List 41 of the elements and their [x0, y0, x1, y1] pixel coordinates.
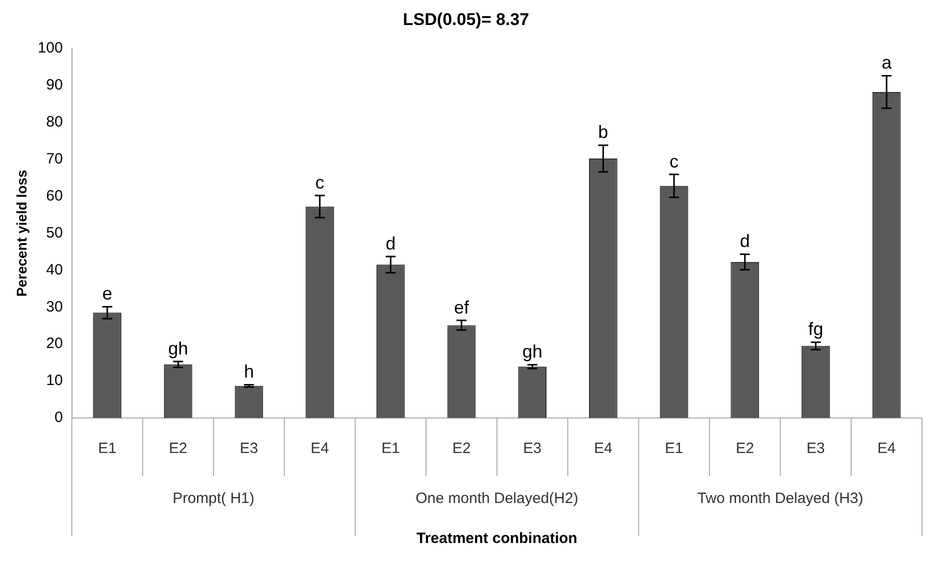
data-label: gh: [522, 342, 542, 362]
y-tick-label: 10: [46, 372, 63, 390]
data-label: c: [670, 151, 679, 172]
x-tick-label: E2: [168, 440, 188, 458]
data-label: e: [102, 284, 112, 304]
y-tick-label: 20: [46, 335, 63, 352]
x-axis-title: Treatment conbination: [416, 530, 578, 548]
chart-title: LSD(0.05)= 8.37: [402, 10, 530, 29]
data-label: fg: [808, 319, 824, 340]
y-axis-title: Perecent yield loss: [13, 170, 30, 297]
x-tick-label: E2: [736, 440, 754, 458]
text: One month Delayed(H2): [416, 490, 578, 508]
data-label: c: [315, 172, 324, 192]
data-label: b: [598, 122, 608, 142]
y-tick-label: 60: [46, 187, 63, 204]
x-tick-label: E1: [381, 440, 400, 458]
x-tick-label: E3: [523, 440, 542, 458]
data-label: a: [882, 52, 893, 73]
y-tick-label: 80: [46, 113, 63, 130]
data-label: d: [386, 233, 396, 254]
x-tick-label: E2: [452, 440, 471, 458]
x-tick-label: E1: [664, 440, 684, 458]
x-tick-label: E3: [240, 440, 258, 458]
x-tick-label: E1: [98, 440, 116, 458]
data-label: gh: [168, 338, 188, 358]
data-label: d: [740, 231, 750, 252]
data-label: ef: [454, 297, 470, 318]
y-tick-label: 0: [54, 409, 63, 426]
y-tick-label: 100: [38, 40, 63, 57]
y-tick-label: 30: [46, 298, 63, 316]
data-label: h: [244, 362, 254, 382]
text: Prompt( H1): [172, 490, 254, 508]
x-tick-label: E4: [877, 440, 896, 458]
y-tick-label: 50: [46, 224, 63, 242]
x-tick-label: E3: [806, 440, 825, 458]
y-tick-label: 40: [46, 261, 63, 278]
x-tick-label: E4: [310, 440, 329, 458]
x-tick-label: E4: [594, 440, 612, 458]
text: Two month Delayed (H3): [697, 490, 864, 508]
y-tick-label: 90: [46, 76, 63, 94]
y-tick-label: 70: [46, 150, 63, 168]
